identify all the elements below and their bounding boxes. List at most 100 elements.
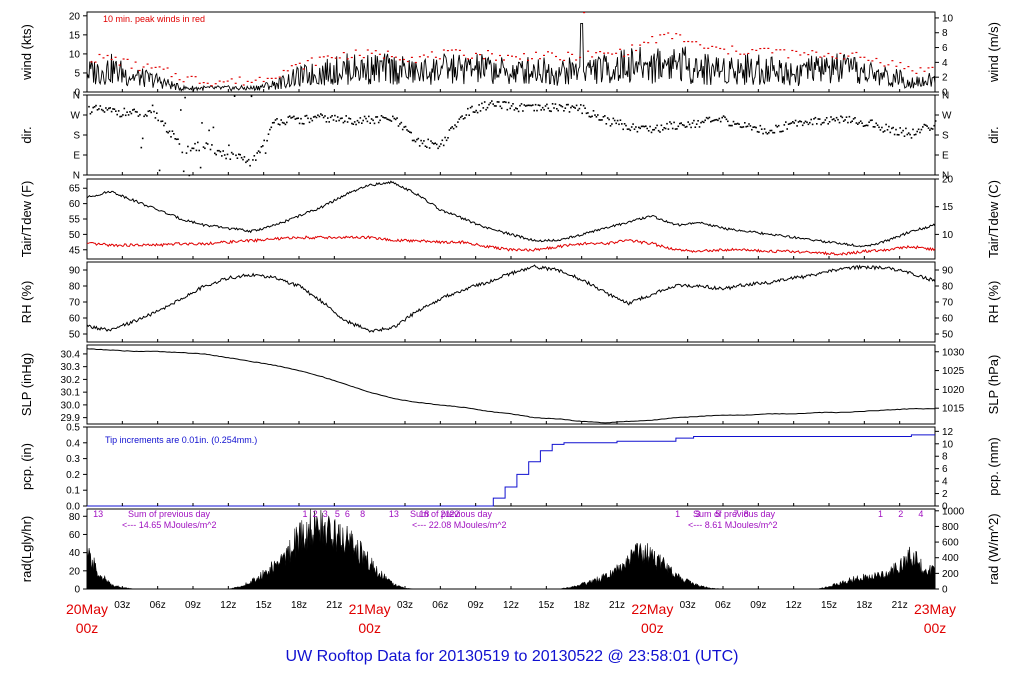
peak-wind-mark bbox=[595, 52, 598, 54]
dir-point bbox=[103, 111, 106, 113]
dir-point bbox=[115, 110, 117, 112]
dir-point bbox=[697, 120, 699, 122]
peak-wind-mark bbox=[162, 68, 165, 70]
dir-point bbox=[433, 143, 435, 145]
dir-point bbox=[404, 125, 407, 128]
dir-tick-label-left: N bbox=[73, 171, 80, 182]
dir-point bbox=[215, 153, 217, 156]
peak-wind-mark bbox=[587, 50, 590, 52]
dir-point bbox=[611, 123, 613, 125]
dir-point bbox=[300, 117, 302, 120]
dir-point bbox=[613, 119, 616, 122]
dir-point bbox=[670, 122, 673, 125]
dir-point bbox=[690, 126, 692, 129]
dir-point bbox=[154, 117, 157, 119]
dir-point bbox=[541, 106, 544, 109]
dir-point bbox=[775, 124, 777, 127]
time-tick-label: 06z bbox=[432, 600, 448, 611]
peak-wind-mark bbox=[118, 64, 121, 66]
wind-tick-label-right: 0 bbox=[942, 88, 948, 99]
dir-point bbox=[262, 145, 264, 147]
dir-point bbox=[500, 107, 503, 110]
dir-point bbox=[883, 130, 886, 132]
rad-hour-label: 7 bbox=[734, 509, 739, 519]
dir-point bbox=[182, 170, 185, 173]
dir-point bbox=[792, 121, 794, 123]
dir-point bbox=[790, 122, 793, 124]
slp-tick-label-left: 30.1 bbox=[61, 388, 81, 399]
dir-point bbox=[872, 126, 875, 128]
peak-wind-mark bbox=[483, 58, 485, 60]
dir-point bbox=[565, 103, 568, 106]
dir-point bbox=[640, 125, 643, 128]
peak-wind-mark bbox=[783, 49, 786, 51]
peak-wind-mark bbox=[695, 41, 698, 43]
dir-point bbox=[530, 104, 533, 107]
dir-point bbox=[736, 122, 739, 125]
dir-point bbox=[317, 114, 319, 116]
time-tick-label: 21z bbox=[326, 600, 342, 611]
rad-hour-label: 8 bbox=[360, 509, 365, 519]
dir-point bbox=[232, 153, 234, 155]
dir-point bbox=[180, 109, 182, 111]
rad-tick-label-right: 1000 bbox=[942, 506, 965, 517]
dir-point bbox=[491, 100, 493, 102]
dir-point bbox=[100, 108, 103, 111]
time-tick-label: 09z bbox=[750, 600, 766, 611]
dir-point bbox=[440, 143, 442, 145]
slp-tick-label-right: 1020 bbox=[942, 385, 965, 396]
dir-point bbox=[580, 104, 582, 106]
dir-point bbox=[755, 126, 757, 129]
dir-point bbox=[663, 127, 665, 129]
dir-point bbox=[233, 95, 236, 97]
dir-point bbox=[124, 114, 127, 117]
dir-point bbox=[385, 117, 387, 119]
time-tick-label: 12z bbox=[220, 600, 236, 611]
dir-point bbox=[759, 124, 762, 127]
peak-wind-mark bbox=[430, 51, 433, 53]
rad-hour-label: 2 bbox=[313, 509, 318, 519]
dir-point bbox=[892, 126, 894, 129]
peak-wind-mark bbox=[122, 58, 125, 60]
peak-wind-mark bbox=[567, 51, 570, 53]
dir-point bbox=[503, 101, 506, 103]
peak-wind-mark bbox=[679, 34, 682, 36]
dir-point bbox=[688, 123, 691, 126]
peak-wind-mark bbox=[623, 55, 626, 57]
dir-point bbox=[820, 123, 822, 126]
peak-wind-mark bbox=[883, 65, 886, 67]
dir-point bbox=[339, 117, 342, 120]
peak-wind-mark bbox=[362, 57, 365, 59]
dir-point bbox=[575, 104, 578, 107]
dir-point bbox=[205, 142, 208, 144]
peak-wind-mark bbox=[318, 56, 321, 58]
dir-point bbox=[851, 120, 853, 122]
dir-point bbox=[457, 121, 459, 123]
dir-point bbox=[526, 104, 528, 107]
dir-point bbox=[779, 130, 781, 133]
dir-point bbox=[649, 125, 651, 128]
dir-point bbox=[444, 136, 446, 139]
rh-tick-label-left: 60 bbox=[69, 314, 81, 325]
peak-wind-mark bbox=[258, 76, 261, 78]
dir-point bbox=[523, 104, 526, 106]
wind-ylabel-right: wind (m/s) bbox=[986, 22, 1001, 83]
dir-point bbox=[708, 116, 711, 119]
dir-point bbox=[664, 127, 667, 130]
dir-point bbox=[418, 145, 421, 147]
peak-wind-mark bbox=[106, 54, 109, 57]
peak-wind-mark bbox=[599, 51, 602, 53]
dir-point bbox=[673, 121, 675, 124]
rad-tick-label-right: 200 bbox=[942, 569, 959, 580]
dir-point bbox=[609, 125, 612, 127]
dir-point bbox=[110, 110, 113, 113]
pcp-tick-label-right: 10 bbox=[942, 439, 954, 450]
dir-point bbox=[358, 121, 360, 124]
dir-point bbox=[642, 125, 644, 128]
dir-point bbox=[866, 124, 869, 127]
peak-wind-mark bbox=[559, 59, 562, 61]
dir-point bbox=[608, 118, 610, 121]
dir-point bbox=[505, 101, 507, 104]
dir-point bbox=[876, 124, 879, 126]
dir-point bbox=[793, 122, 795, 124]
